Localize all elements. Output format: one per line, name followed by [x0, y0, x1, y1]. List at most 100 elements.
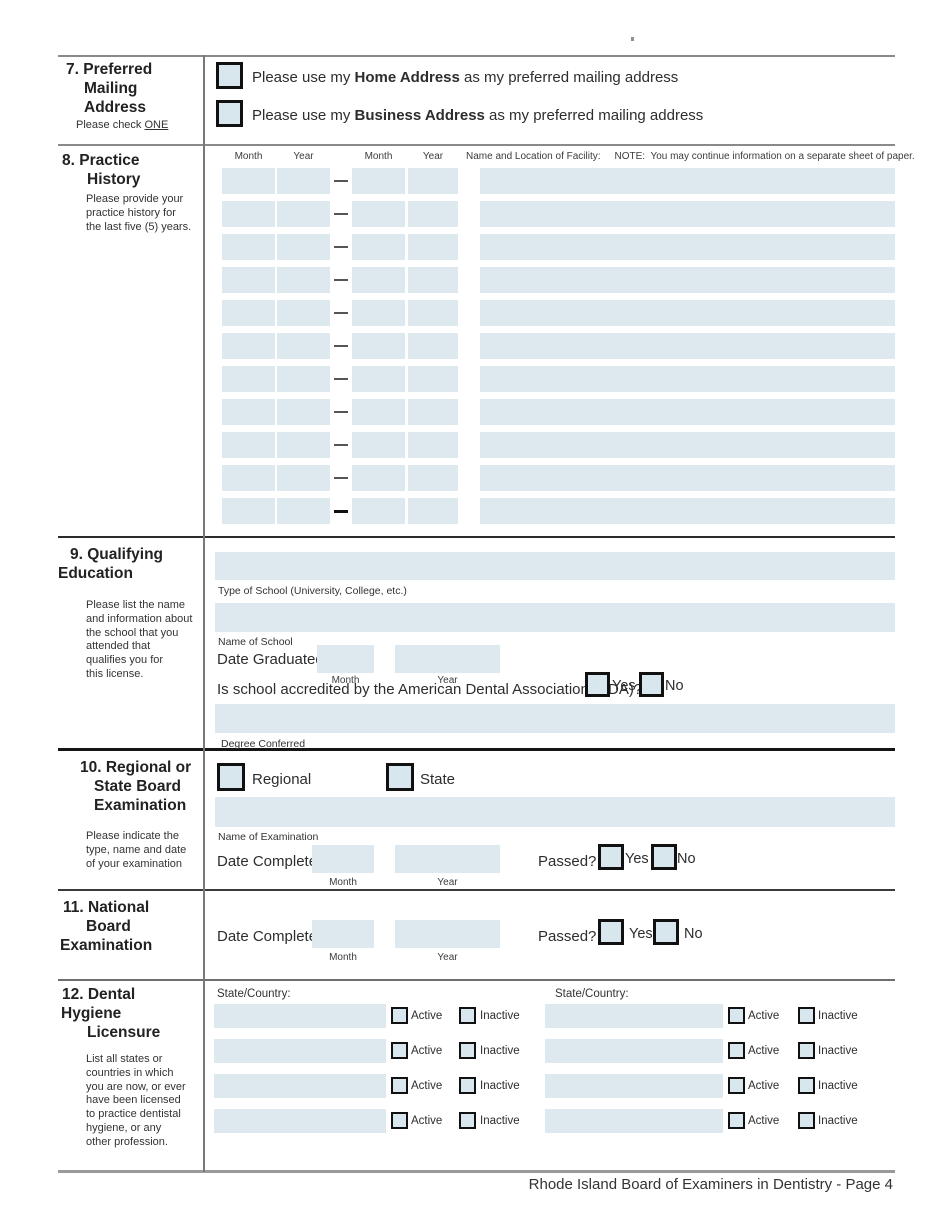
active-checkbox[interactable]	[391, 1007, 408, 1024]
from-year-input[interactable]	[277, 432, 330, 458]
active-checkbox[interactable]	[391, 1077, 408, 1094]
inactive-checkbox[interactable]	[459, 1042, 476, 1059]
to-month-input[interactable]	[352, 333, 405, 359]
state-checkbox[interactable]	[386, 763, 414, 791]
name-of-school-input[interactable]	[215, 603, 895, 632]
from-month-input[interactable]	[222, 432, 275, 458]
graduated-month-input[interactable]	[317, 645, 374, 673]
from-month-input[interactable]	[222, 465, 275, 491]
inactive-checkbox[interactable]	[798, 1077, 815, 1094]
to-year-input[interactable]	[408, 399, 458, 425]
to-year-input[interactable]	[408, 168, 458, 194]
from-year-input[interactable]	[277, 201, 330, 227]
business-address-option-label: Please use my Business Address as my pre…	[252, 107, 703, 124]
inactive-checkbox[interactable]	[459, 1007, 476, 1024]
completed-year-input[interactable]	[395, 845, 500, 873]
facility-input[interactable]	[480, 399, 895, 425]
facility-input[interactable]	[480, 498, 895, 524]
from-month-input[interactable]	[222, 234, 275, 260]
completed-year-input[interactable]	[395, 920, 500, 948]
facility-input[interactable]	[480, 366, 895, 392]
from-year-input[interactable]	[277, 300, 330, 326]
state-country-input[interactable]	[214, 1074, 386, 1098]
regional-checkbox[interactable]	[217, 763, 245, 791]
facility-input[interactable]	[480, 234, 895, 260]
state-country-input[interactable]	[214, 1004, 386, 1028]
to-month-input[interactable]	[352, 432, 405, 458]
from-month-input[interactable]	[222, 366, 275, 392]
facility-input[interactable]	[480, 300, 895, 326]
to-year-input[interactable]	[408, 333, 458, 359]
to-year-input[interactable]	[408, 432, 458, 458]
inactive-checkbox[interactable]	[798, 1007, 815, 1024]
to-year-input[interactable]	[408, 201, 458, 227]
facility-input[interactable]	[480, 267, 895, 293]
business-address-checkbox[interactable]	[216, 100, 243, 127]
to-month-input[interactable]	[352, 300, 405, 326]
inactive-checkbox[interactable]	[798, 1112, 815, 1129]
from-year-input[interactable]	[277, 234, 330, 260]
from-month-input[interactable]	[222, 267, 275, 293]
to-month-input[interactable]	[352, 234, 405, 260]
from-year-input[interactable]	[277, 333, 330, 359]
passed-yes-checkbox[interactable]	[598, 844, 624, 870]
ada-yes-checkbox[interactable]	[585, 672, 610, 697]
to-year-input[interactable]	[408, 300, 458, 326]
passed-yes-checkbox[interactable]	[598, 919, 624, 945]
from-year-input[interactable]	[277, 168, 330, 194]
from-year-input[interactable]	[277, 366, 330, 392]
active-checkbox[interactable]	[391, 1042, 408, 1059]
to-month-input[interactable]	[352, 168, 405, 194]
from-month-input[interactable]	[222, 300, 275, 326]
state-country-input[interactable]	[545, 1039, 723, 1063]
home-address-checkbox[interactable]	[216, 62, 243, 89]
active-checkbox[interactable]	[728, 1007, 745, 1024]
from-month-input[interactable]	[222, 168, 275, 194]
to-month-input[interactable]	[352, 498, 405, 524]
to-year-input[interactable]	[408, 366, 458, 392]
inactive-checkbox[interactable]	[459, 1112, 476, 1129]
from-month-input[interactable]	[222, 498, 275, 524]
passed-no-checkbox[interactable]	[651, 844, 677, 870]
active-checkbox[interactable]	[728, 1042, 745, 1059]
to-month-input[interactable]	[352, 366, 405, 392]
active-checkbox[interactable]	[391, 1112, 408, 1129]
to-year-input[interactable]	[408, 267, 458, 293]
facility-input[interactable]	[480, 201, 895, 227]
from-year-input[interactable]	[277, 399, 330, 425]
to-month-input[interactable]	[352, 399, 405, 425]
to-year-input[interactable]	[408, 498, 458, 524]
from-month-input[interactable]	[222, 333, 275, 359]
from-month-input[interactable]	[222, 399, 275, 425]
facility-input[interactable]	[480, 432, 895, 458]
from-year-input[interactable]	[277, 267, 330, 293]
to-year-input[interactable]	[408, 465, 458, 491]
to-year-input[interactable]	[408, 234, 458, 260]
type-of-school-input[interactable]	[215, 552, 895, 580]
name-of-examination-input[interactable]	[215, 797, 895, 827]
facility-input[interactable]	[480, 465, 895, 491]
state-country-input[interactable]	[545, 1074, 723, 1098]
state-country-input[interactable]	[545, 1109, 723, 1133]
degree-conferred-input[interactable]	[215, 704, 895, 733]
to-month-input[interactable]	[352, 201, 405, 227]
from-year-input[interactable]	[277, 498, 330, 524]
facility-input[interactable]	[480, 333, 895, 359]
completed-month-input[interactable]	[312, 920, 374, 948]
completed-month-input[interactable]	[312, 845, 374, 873]
from-year-input[interactable]	[277, 465, 330, 491]
active-checkbox[interactable]	[728, 1077, 745, 1094]
active-checkbox[interactable]	[728, 1112, 745, 1129]
from-month-input[interactable]	[222, 201, 275, 227]
ada-no-checkbox[interactable]	[639, 672, 664, 697]
to-month-input[interactable]	[352, 465, 405, 491]
inactive-checkbox[interactable]	[459, 1077, 476, 1094]
inactive-checkbox[interactable]	[798, 1042, 815, 1059]
graduated-year-input[interactable]	[395, 645, 500, 673]
state-country-input[interactable]	[214, 1109, 386, 1133]
facility-input[interactable]	[480, 168, 895, 194]
to-month-input[interactable]	[352, 267, 405, 293]
state-country-input[interactable]	[214, 1039, 386, 1063]
passed-no-checkbox[interactable]	[653, 919, 679, 945]
state-country-input[interactable]	[545, 1004, 723, 1028]
